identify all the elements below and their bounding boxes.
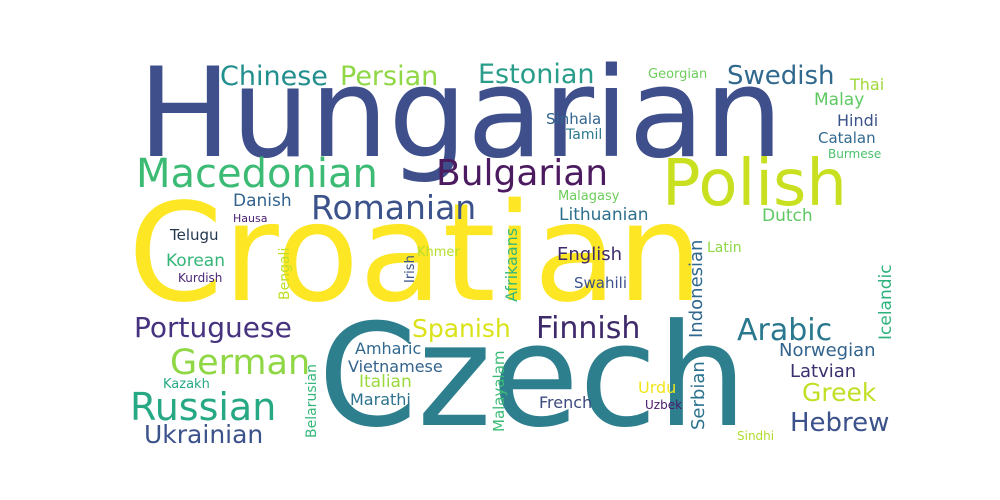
word-khmer: Khmer: [417, 245, 460, 260]
word-lithuanian: Lithuanian: [559, 205, 649, 225]
word-urdu: Urdu: [638, 378, 677, 397]
word-latvian: Latvian: [790, 361, 857, 382]
word-sindhi: Sindhi: [737, 429, 775, 443]
word-hausa: Hausa: [233, 212, 268, 225]
word-russian: Russian: [130, 385, 277, 429]
word-serbian: Serbian: [688, 361, 709, 430]
word-burmese: Burmese: [828, 147, 882, 161]
word-french: French: [539, 393, 593, 412]
word-bengali: Bengali: [277, 247, 293, 300]
word-irish: Irish: [403, 255, 418, 283]
word-macedonian: Macedonian: [136, 151, 378, 197]
word-kazakh: Kazakh: [163, 377, 210, 392]
word-norwegian: Norwegian: [779, 340, 876, 361]
word-greek: Greek: [802, 378, 877, 407]
word-indonesian: Indonesian: [686, 239, 707, 338]
word-croatian: Croatian: [128, 175, 704, 333]
word-thai: Thai: [850, 75, 885, 94]
word-estonian: Estonian: [478, 59, 595, 90]
word-english: English: [557, 244, 622, 265]
word-hungarian: Hungarian: [138, 42, 784, 186]
word-hebrew: Hebrew: [790, 408, 890, 438]
word-telugu: Telugu: [170, 226, 219, 244]
word-malay: Malay: [814, 90, 865, 110]
word-dutch: Dutch: [762, 206, 813, 226]
word-belarusian: Belarusian: [304, 364, 320, 438]
word-marathi: Marathi: [350, 390, 411, 409]
word-georgian: Georgian: [648, 67, 708, 82]
word-portuguese: Portuguese: [134, 311, 292, 344]
word-danish: Danish: [233, 191, 292, 211]
word-korean: Korean: [166, 251, 225, 271]
word-catalan: Catalan: [818, 129, 876, 147]
word-bulgarian: Bulgarian: [436, 153, 609, 194]
word-romanian: Romanian: [311, 188, 477, 227]
word-afrikaans: Afrikaans: [502, 227, 521, 302]
word-latin: Latin: [707, 240, 742, 256]
word-german: German: [170, 343, 311, 383]
word-hindi: Hindi: [837, 111, 879, 130]
word-swahili: Swahili: [574, 274, 627, 292]
word-icelandic: Icelandic: [876, 264, 896, 340]
word-sinhala: Sinhala: [546, 110, 602, 128]
word-malayalam: Malayalam: [490, 350, 508, 432]
word-chinese: Chinese: [220, 61, 328, 92]
word-arabic: Arabic: [737, 313, 833, 348]
word-persian: Persian: [340, 61, 439, 92]
word-finnish: Finnish: [536, 311, 641, 346]
word-vietnamese: Vietnamese: [348, 357, 443, 376]
word-spanish: Spanish: [412, 314, 511, 343]
word-uzbek: Uzbek: [645, 398, 683, 412]
word-tamil: Tamil: [566, 127, 603, 143]
word-czech: Czech: [318, 294, 748, 459]
word-swedish: Swedish: [727, 61, 835, 91]
word-amharic: Amharic: [355, 339, 422, 358]
word-ukrainian: Ukrainian: [144, 420, 264, 449]
word-kurdish: Kurdish: [178, 271, 223, 285]
word-polish: Polish: [662, 147, 847, 221]
word-malagasy: Malagasy: [558, 189, 620, 204]
word-italian: Italian: [359, 372, 412, 392]
